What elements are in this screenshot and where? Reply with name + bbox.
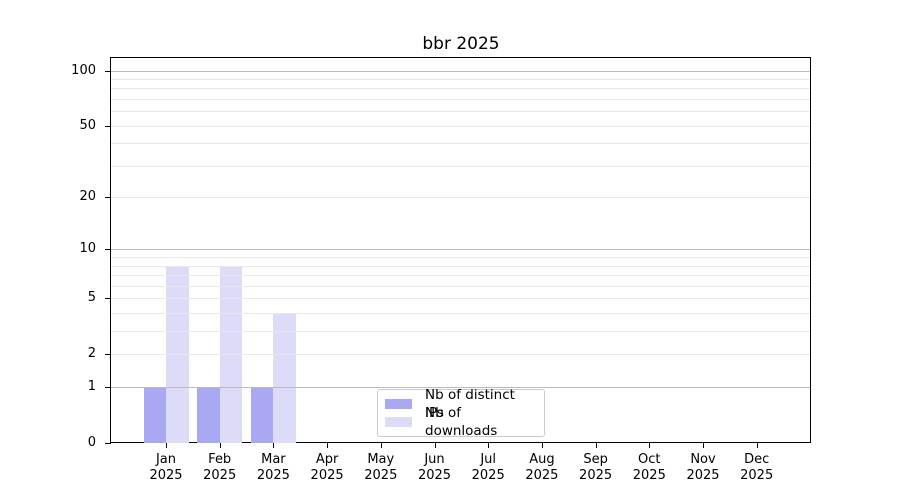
x-tick-label-jun: Jun 2025 — [417, 452, 452, 483]
gridline-minor-6 — [111, 285, 810, 287]
legend-label-distinct-ips: Nb of distinct IPs — [425, 387, 515, 421]
x-tick-label-aug: Aug 2025 — [525, 452, 559, 483]
gridline-minor-8 — [111, 265, 810, 267]
gridline-minor-20 — [111, 197, 810, 199]
legend-swatch-downloads — [385, 417, 412, 427]
gridline-minor-5 — [111, 298, 810, 300]
gridline-minor-3 — [111, 331, 810, 333]
gridline-minor-9 — [111, 257, 810, 259]
gridline-minor-60 — [111, 111, 810, 113]
x-tick-nov — [703, 443, 704, 448]
gridlines-layer — [111, 58, 810, 442]
x-tick-label-dec: Dec 2025 — [740, 452, 774, 483]
x-tick-label-feb: Feb 2025 — [203, 452, 237, 483]
y-tick-50 — [105, 125, 111, 127]
y-tick-label-50: 50 — [79, 117, 96, 133]
gridline-minor-40 — [111, 143, 810, 145]
x-tick-jun — [434, 443, 436, 448]
gridline-minor-70 — [111, 98, 810, 100]
x-tick-label-jul: Jul 2025 — [471, 452, 505, 483]
gridline-minor-30 — [111, 165, 810, 167]
y-tick-2 — [105, 354, 111, 356]
x-tick-jan — [166, 443, 167, 448]
gridline-minor-4 — [111, 313, 810, 315]
x-tick-jul — [488, 443, 490, 448]
y-tick-20 — [105, 197, 111, 199]
legend-row-distinct-ips: Nb of distinct IPs — [385, 387, 536, 421]
x-tick-oct — [649, 443, 651, 448]
x-tick-label-oct: Oct 2025 — [632, 452, 666, 483]
x-tick-label-may: May 2025 — [364, 452, 398, 483]
y-tick-10 — [105, 249, 111, 251]
y-tick-label-1: 1 — [87, 379, 96, 395]
legend-swatch-distinct-ips — [385, 399, 412, 409]
gridline-minor-90 — [111, 78, 810, 80]
chart-title: bbr 2025 — [422, 34, 500, 54]
x-tick-sep — [595, 443, 597, 448]
y-tick-100 — [105, 70, 111, 72]
bar-distinct-ips-mar — [250, 387, 274, 443]
legend-label-downloads: Nb of downloads — [425, 405, 498, 439]
gridline-major-10 — [111, 249, 810, 251]
legend: Nb of distinct IPs Nb of downloads — [377, 387, 545, 439]
gridline-minor-50 — [111, 125, 810, 127]
bar-downloads-mar — [273, 313, 296, 443]
x-tick-dec — [756, 443, 758, 448]
y-tick-label-20: 20 — [79, 189, 96, 205]
y-tick-1 — [105, 387, 111, 389]
gridline-major-100 — [111, 70, 810, 72]
y-tick-label-2: 2 — [87, 346, 96, 362]
x-tick-apr — [327, 443, 329, 448]
gridline-minor-80 — [111, 88, 810, 90]
y-tick-label-5: 5 — [87, 290, 96, 306]
y-tick-5 — [105, 298, 111, 300]
legend-row-downloads: Nb of downloads — [385, 405, 536, 439]
x-tick-label-apr: Apr 2025 — [310, 452, 344, 483]
x-tick-label-nov: Nov 2025 — [686, 452, 720, 483]
y-tick-0 — [105, 443, 111, 444]
bar-distinct-ips-jan — [143, 387, 166, 443]
gridline-major-1 — [111, 387, 810, 389]
y-tick-label-0: 0 — [87, 435, 96, 450]
plot-area — [110, 57, 811, 443]
x-tick-may — [380, 443, 382, 448]
x-tick-aug — [541, 443, 543, 448]
y-tick-label-10: 10 — [79, 241, 96, 257]
x-tick-feb — [219, 443, 221, 448]
y-tick-label-100: 100 — [71, 62, 96, 78]
x-tick-label-sep: Sep 2025 — [579, 452, 613, 483]
x-tick-label-jan: Jan 2025 — [149, 452, 183, 483]
gridline-minor-7 — [111, 275, 810, 277]
gridline-minor-2 — [111, 354, 810, 356]
x-tick-mar — [273, 443, 275, 448]
bar-distinct-ips-feb — [197, 387, 220, 443]
x-tick-label-mar: Mar 2025 — [256, 452, 290, 483]
